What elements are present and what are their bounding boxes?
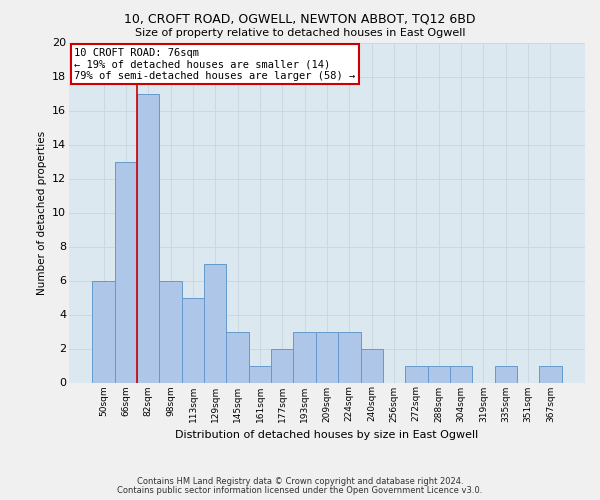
Bar (316, 332, 338, 382)
Text: Contains HM Land Registry data © Crown copyright and database right 2024.: Contains HM Land Registry data © Crown c… (137, 477, 463, 486)
Bar (338, 332, 361, 382)
Bar (539, 366, 562, 382)
Bar (226, 332, 249, 382)
Bar (204, 264, 226, 382)
Bar (249, 366, 271, 382)
Bar (450, 366, 472, 382)
Text: 10, CROFT ROAD, OGWELL, NEWTON ABBOT, TQ12 6BD: 10, CROFT ROAD, OGWELL, NEWTON ABBOT, TQ… (124, 12, 476, 26)
X-axis label: Distribution of detached houses by size in East Ogwell: Distribution of detached houses by size … (175, 430, 479, 440)
Text: Contains public sector information licensed under the Open Government Licence v3: Contains public sector information licen… (118, 486, 482, 495)
Bar (361, 348, 383, 382)
Bar (115, 162, 137, 382)
Y-axis label: Number of detached properties: Number of detached properties (37, 130, 47, 294)
Bar (160, 280, 182, 382)
Bar (405, 366, 428, 382)
Text: 10 CROFT ROAD: 76sqm
← 19% of detached houses are smaller (14)
79% of semi-detac: 10 CROFT ROAD: 76sqm ← 19% of detached h… (74, 48, 355, 81)
Text: Size of property relative to detached houses in East Ogwell: Size of property relative to detached ho… (135, 28, 465, 38)
Bar (92, 280, 115, 382)
Bar (182, 298, 204, 382)
Bar (137, 94, 160, 383)
Bar (271, 348, 293, 382)
Bar (494, 366, 517, 382)
Bar (428, 366, 450, 382)
Bar (293, 332, 316, 382)
